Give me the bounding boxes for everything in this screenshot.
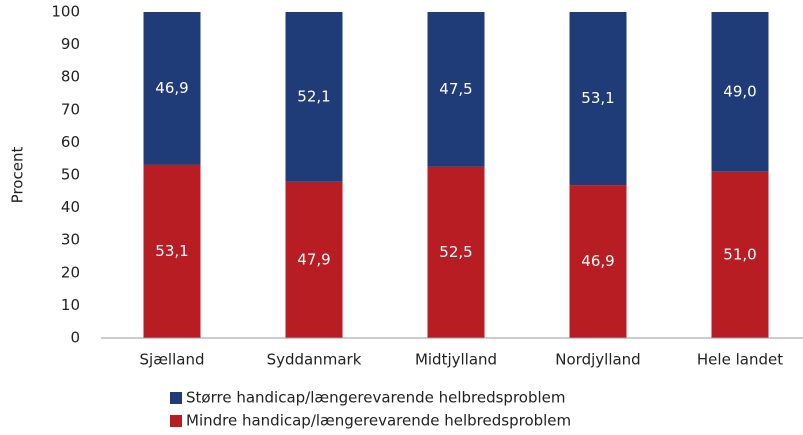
x-tick-label: Syddanmark (267, 351, 362, 369)
y-tick-label: 100 (51, 3, 80, 21)
legend-label: Mindre handicap/længerevarende helbredsp… (186, 412, 571, 430)
data-label: 49,0 (723, 82, 756, 100)
data-label: 53,1 (581, 89, 614, 107)
legend-swatch (170, 415, 182, 427)
data-label: 47,9 (297, 250, 330, 268)
y-tick-label: 40 (61, 198, 80, 216)
legend-label: Større handicap/længerevarende helbredsp… (186, 389, 566, 407)
bar-segment (285, 181, 343, 338)
data-label: 52,5 (439, 243, 472, 261)
bar-segment (143, 164, 201, 338)
bar-segment (711, 171, 769, 338)
x-tick-label: Sjælland (140, 351, 205, 369)
x-tick-label: Hele landet (697, 351, 783, 369)
y-tick-label: 70 (61, 100, 80, 118)
x-tick-label: Midtjylland (415, 351, 497, 369)
legend-swatch (170, 392, 182, 404)
y-tick-label: 50 (61, 166, 80, 184)
x-tick-label: Nordjylland (555, 351, 640, 369)
y-tick-label: 10 (61, 296, 80, 314)
y-tick-label: 30 (61, 231, 80, 249)
bar-segment (427, 12, 485, 167)
data-label: 46,9 (581, 252, 614, 270)
y-tick-label: 60 (61, 133, 80, 151)
data-label: 47,5 (439, 80, 472, 98)
data-label: 53,1 (155, 242, 188, 260)
bar-segment (711, 12, 769, 172)
bar-segment (569, 12, 627, 186)
y-axis-label: Procent (9, 147, 27, 204)
y-tick-label: 0 (70, 329, 80, 347)
bar-segment (569, 185, 627, 338)
data-label: 46,9 (155, 79, 188, 97)
y-tick-label: 20 (61, 263, 80, 281)
bar-segment (143, 12, 201, 165)
data-label: 52,1 (297, 87, 330, 105)
y-tick-label: 90 (61, 35, 80, 53)
data-label: 51,0 (723, 245, 756, 263)
bar-segment (285, 12, 343, 182)
y-tick-label: 80 (61, 68, 80, 86)
bar-segment (427, 166, 485, 338)
